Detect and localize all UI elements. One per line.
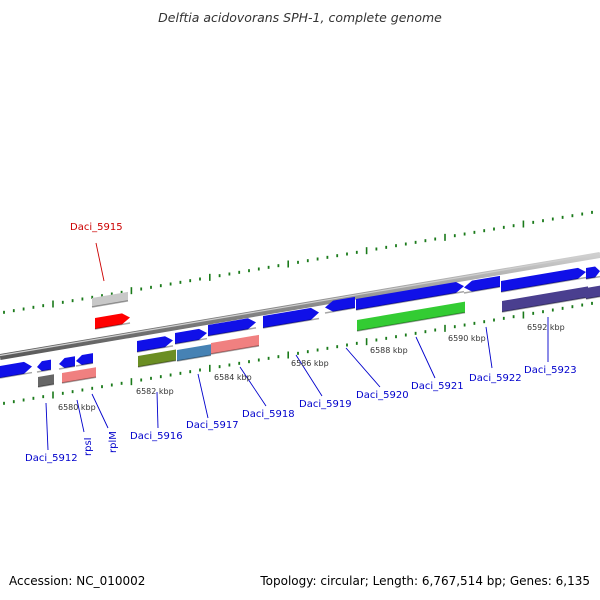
gene-block-5920-shadow [355, 290, 465, 311]
gene-label-daci-5915[interactable]: Daci_5915 [70, 222, 123, 233]
gene-label-daci-5912[interactable]: Daci_5912 [25, 453, 78, 464]
leader-daci-5912 [45, 402, 49, 451]
gene-block-5923[interactable] [502, 286, 588, 312]
gene-block-5921-shadow [356, 311, 466, 332]
leader-rpsi [76, 399, 85, 433]
gene-block-5915-outer[interactable] [92, 291, 128, 307]
tick-label: 6582 kbp [136, 387, 174, 396]
gene-block-rpsi-a-shadow [58, 365, 76, 370]
gene-label-daci-5921[interactable]: Daci_5921 [411, 381, 464, 392]
gene-block-5916-shadow [137, 359, 177, 368]
gene-label-daci-5922[interactable]: Daci_5922 [469, 373, 522, 384]
map-title: Delftia acidovorans SPH-1, complete geno… [158, 10, 442, 25]
leader-rplm [91, 393, 109, 429]
gene-block-5924[interactable] [586, 266, 600, 279]
gene-block-5912-shadow [37, 383, 55, 388]
gene-block-5912-a-shadow [36, 368, 52, 373]
gene-block-5919-a-shadow [324, 307, 356, 314]
leader-daci-5915 [95, 242, 105, 282]
tick-label: 6590 kbp [448, 334, 486, 343]
gene-block-5912[interactable] [38, 374, 54, 387]
gene-block-5920[interactable] [356, 282, 464, 310]
gene-label-daci-5920[interactable]: Daci_5920 [356, 390, 409, 401]
gene-block-5918-a-shadow [207, 327, 257, 337]
leader-daci-5921 [415, 336, 436, 379]
gene-block-5916-a-shadow [136, 345, 174, 353]
gene-block-rpsi[interactable] [62, 367, 96, 383]
accession-text: Accession: NC_010002 [9, 574, 145, 588]
tick-label: 6586 kbp [291, 359, 329, 368]
gene-block-5922-shadow [463, 286, 501, 294]
gene-block-5918[interactable] [211, 334, 259, 354]
gene-block-5915-shadow [94, 322, 131, 330]
tick-label: 6588 kbp [370, 346, 408, 355]
gene-block-5918-a[interactable] [208, 318, 256, 336]
leader-daci-5920 [345, 347, 381, 388]
gene-block-5916[interactable] [138, 349, 176, 367]
gene-block-5917-a[interactable] [175, 328, 207, 344]
gene-block-5922[interactable] [464, 275, 500, 292]
leader-daci-5916 [156, 391, 159, 429]
tick-label: 6592 kbp [527, 323, 565, 332]
gene-block-5924-b-shadow [585, 295, 600, 300]
genome-backbone [0, 252, 600, 360]
gene-block-5911[interactable] [0, 361, 32, 378]
gene-block-5916-a[interactable] [137, 336, 173, 352]
gene-label-daci-5919[interactable]: Daci_5919 [299, 399, 352, 410]
leader-daci-5919 [295, 354, 323, 397]
leader-daci-5918 [239, 366, 267, 407]
tick-label: 6584 kbp [214, 373, 252, 382]
leader-daci-5922 [485, 326, 493, 369]
gene-block-5918-b[interactable] [263, 307, 319, 328]
gene-label-rpsi[interactable]: rpsI [83, 437, 94, 456]
gene-label-daci-5917[interactable]: Daci_5917 [186, 420, 239, 431]
gene-block-5923-a-shadow [500, 276, 587, 293]
genome-summary-text: Topology: circular; Length: 6,767,514 bp… [259, 574, 590, 588]
gene-label-daci-5918[interactable]: Daci_5918 [242, 409, 295, 420]
gene-block-5923-a[interactable] [501, 267, 586, 292]
gene-block-5917[interactable] [177, 344, 211, 361]
outer-tick-track [3, 210, 593, 314]
inner-tick-track [3, 301, 593, 405]
gene-block-5923-shadow [501, 296, 589, 313]
gene-block-5911-shadow [0, 371, 33, 379]
gene-block-5917-a-shadow [174, 337, 208, 345]
gene-block-rpsi-shadow [61, 376, 97, 384]
gene-block-5919-a[interactable] [325, 296, 355, 312]
gene-block-5915-outer-shadow [91, 300, 129, 308]
gene-label-daci-5923[interactable]: Daci_5923 [524, 365, 577, 376]
tick-label: 6580 kbp [58, 403, 96, 412]
gene-block-5915[interactable] [95, 313, 130, 329]
tick-labels: 6580 kbp 6582 kbp 6584 kbp 6586 kbp 6588… [58, 323, 565, 412]
gene-block-5921[interactable] [357, 301, 465, 331]
gene-block-rplm-a[interactable] [76, 353, 93, 365]
tick-tracks [3, 210, 593, 405]
gene-block-5912-a[interactable] [37, 359, 51, 372]
gene-features [0, 266, 600, 388]
gene-label-daci-5916[interactable]: Daci_5916 [130, 431, 183, 442]
gene-block-rpsi-a[interactable] [59, 356, 75, 369]
gene-block-rplm-a-shadow [75, 362, 94, 367]
gene-block-5918-shadow [210, 345, 260, 355]
gene-label-rplm[interactable]: rplM [108, 431, 119, 453]
gene-block-5918-b-shadow [262, 317, 320, 329]
leader-daci-5917 [197, 373, 209, 419]
gene-block-5917-shadow [176, 354, 212, 362]
gene-labels: Daci_5915 Daci_5912 rpsI rplM Daci_5916 … [25, 222, 577, 464]
gene-block-5924-b[interactable] [586, 285, 600, 299]
gene-block-5924-shadow [585, 275, 600, 280]
leader-lines [45, 242, 549, 451]
